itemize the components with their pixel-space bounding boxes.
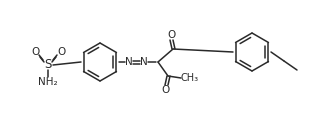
Text: S: S (44, 58, 52, 71)
Text: O: O (162, 85, 170, 95)
Text: O: O (57, 47, 65, 57)
Text: O: O (31, 47, 39, 57)
Text: NH₂: NH₂ (38, 77, 58, 87)
Text: CH₃: CH₃ (181, 73, 199, 83)
Text: N: N (140, 57, 148, 67)
Text: N: N (125, 57, 133, 67)
Text: O: O (167, 30, 175, 40)
